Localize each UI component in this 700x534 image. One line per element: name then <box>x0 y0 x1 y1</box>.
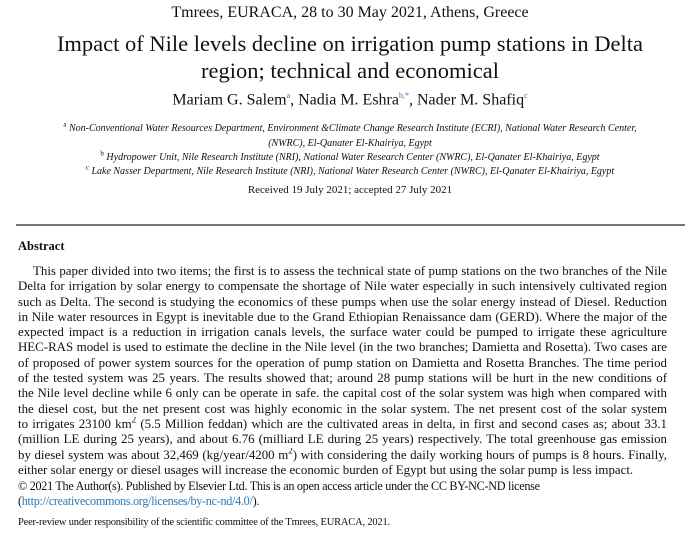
abstract-line: by diesel system was about 32,469 (kg/ye… <box>18 448 667 463</box>
abstract-text: such as Delta. The second is studying th… <box>18 294 667 309</box>
abstract-line: (million LE during 25 years), and about … <box>18 432 667 447</box>
affiliation-text: Non-Conventional Water Resources Departm… <box>68 123 637 134</box>
title-line-2: region; technical and economical <box>201 58 499 83</box>
title-line-1: Impact of Nile levels decline on irrigat… <box>56 31 644 56</box>
abstract-text: HEC-RAS model is used to estimate the de… <box>18 340 667 355</box>
abstract-text: Delta for irrigation by solar energy to … <box>18 279 667 294</box>
abstract-line: Delta for irrigation by solar energy to … <box>18 279 667 294</box>
abstract-line: expected impact is a reduction in irriga… <box>18 325 667 340</box>
abstract-text: This paper divided into two items; the f… <box>33 264 667 278</box>
abstract-text: (5.5 Million feddan) which are the culti… <box>136 416 667 431</box>
affiliation-c: c Lake Nasser Department, Nile Research … <box>0 163 700 178</box>
conference-line: Tmrees, EURACA, 28 to 30 May 2021, Athen… <box>171 4 529 21</box>
affiliation-b: b Hydropower Unit, Nile Research Institu… <box>0 149 700 164</box>
abstract-text: the Nile level decline while 6 only can … <box>18 386 667 401</box>
author-affiliation-mark[interactable]: a <box>286 91 291 100</box>
abstract-line: This paper divided into two items; the f… <box>18 264 667 279</box>
abstract-line: the diesel cost, but the net present cos… <box>18 402 667 417</box>
author-list: Mariam G. Salema, Nadia M. Eshrab,*, Nad… <box>0 91 700 109</box>
license-link[interactable]: http://creativecommons.org/licenses/by-n… <box>21 494 253 508</box>
affiliation-a-cont: (NWRC), El-Qanater El-Khairiya, Egypt <box>268 138 432 149</box>
abstract-text: ) with considering the daily working hou… <box>292 447 667 462</box>
paren-open: ( <box>18 494 22 508</box>
abstract-text: expected impact is a reduction in irriga… <box>18 325 667 340</box>
affiliation-a: a Non-Conventional Water Resources Depar… <box>0 120 700 135</box>
received-dates: Received 19 July 2021; accepted 27 July … <box>247 184 453 196</box>
abstract-line: the Nile level decline while 6 only can … <box>18 386 667 401</box>
affiliation-mark: b <box>100 149 104 158</box>
author-affiliation-mark[interactable]: b,* <box>398 91 409 100</box>
author-separator: , <box>408 91 417 109</box>
author-separator: , <box>290 91 299 109</box>
abstract-heading: Abstract <box>18 239 65 253</box>
abstract-text: either solar energy or diesel usages wil… <box>18 462 634 477</box>
abstract-line: either solar energy or diesel usages wil… <box>18 463 667 478</box>
affiliation-mark: a <box>63 120 67 129</box>
abstract-text: the diesel cost, but the net present cos… <box>18 401 667 416</box>
abstract-line: HEC-RAS model is used to estimate the de… <box>18 340 667 355</box>
author-name: Nader M. Shafiq <box>416 91 525 109</box>
abstract-line: such as Delta. The second is studying th… <box>18 295 667 310</box>
author-name: Mariam G. Salem <box>172 91 287 109</box>
abstract-line: to irrigates 23100 km2 (5.5 Million fedd… <box>18 417 667 432</box>
paren-close: ). <box>252 494 260 508</box>
peer-review-note: Peer-review under responsibility of the … <box>18 517 390 528</box>
section-divider <box>16 224 685 226</box>
abstract-line: of the tested system was 25 years. The r… <box>18 371 667 386</box>
copyright-notice: © 2021 The Author(s). Published by Elsev… <box>18 479 540 493</box>
author-affiliation-mark[interactable]: c <box>524 91 528 100</box>
abstract-line: in Nile water resources in Egypt is inev… <box>18 310 667 325</box>
abstract-text: of proposed of power system sources for … <box>18 355 667 370</box>
abstract-text: to irrigates 23100 km <box>18 416 132 431</box>
license-line: (http://creativecommons.org/licenses/by-… <box>18 494 259 508</box>
author-name: Nadia M. Eshra <box>298 91 399 109</box>
affiliation-mark: c <box>85 163 89 172</box>
abstract-text: in Nile water resources in Egypt is inev… <box>18 309 667 324</box>
superscript: 2 <box>288 447 293 456</box>
abstract-text: by diesel system was about 32,469 (kg/ye… <box>18 447 289 462</box>
affiliation-text: Hydropower Unit, Nile Research Institute… <box>106 152 600 163</box>
abstract-text: (million LE during 25 years), and about … <box>18 432 667 447</box>
abstract-body: This paper divided into two items; the f… <box>18 264 667 478</box>
abstract-line: of proposed of power system sources for … <box>18 356 667 371</box>
superscript: 2 <box>131 416 137 425</box>
affiliation-text: Lake Nasser Department, Nile Research In… <box>91 166 615 177</box>
abstract-text: of the tested system was 25 years. The r… <box>18 371 667 386</box>
